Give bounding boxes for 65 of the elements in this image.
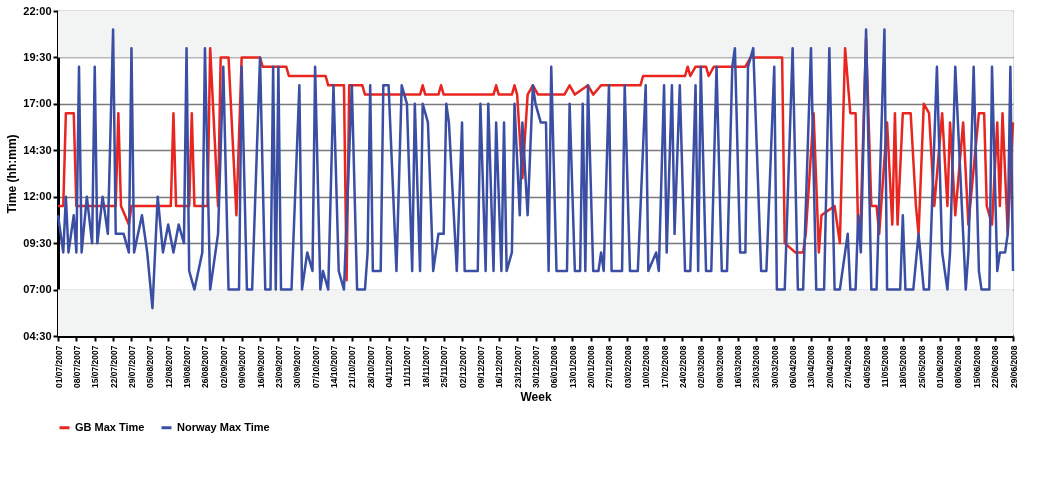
x-tick-label: 16/03/2008 [733,345,744,389]
y-tick-label: 17:00 [23,97,52,110]
y-tick-label: 07:00 [23,283,52,296]
x-tick-label: 02/12/2007 [457,345,468,389]
y-axis-title: Time (hh:mm) [5,134,20,214]
y-tick-label: 09:30 [23,236,52,249]
x-tick-label: 01/06/2008 [935,345,946,389]
x-tick-label: 04/05/2008 [861,345,872,389]
x-tick-label: 25/11/2007 [439,345,450,388]
x-tick-label: 08/07/2007 [71,345,82,389]
x-tick-label: 18/05/2008 [898,345,909,389]
x-tick-label: 02/09/2007 [218,345,229,389]
x-tick-label: 09/09/2007 [237,345,248,389]
x-tick-label: 05/08/2007 [145,345,156,389]
x-tick-label: 17/02/2008 [659,345,670,389]
x-tick-label: 09/12/2007 [475,345,486,389]
x-tick-label: 02/03/2008 [696,345,707,389]
x-tick-label: 03/02/2008 [622,345,633,389]
x-tick-label: 01/07/2007 [53,345,64,389]
x-tick-label: 28/10/2007 [365,345,376,389]
x-tick-label: 16/09/2007 [255,345,266,389]
x-tick-label: 22/06/2008 [990,345,1001,389]
x-tick-label: 20/01/2008 [586,345,597,389]
x-tick-label: 26/08/2007 [200,345,211,389]
x-tick-label: 09/03/2008 [714,345,725,389]
y-tick-label: 14:30 [23,143,52,156]
x-tick-label: 30/03/2008 [769,345,780,389]
x-tick-label: 10/02/2008 [641,345,652,389]
x-tick-label: 11/11/2007 [402,345,413,388]
x-tick-label: 14/10/2007 [328,345,339,389]
x-tick-label: 16/12/2007 [494,345,505,389]
x-tick-label: 06/01/2008 [549,345,560,389]
x-tick-label: 23/03/2008 [751,345,762,389]
x-tick-label: 27/01/2008 [604,345,615,389]
x-tick-label: 30/12/2007 [531,345,541,389]
x-tick-label: 23/12/2007 [512,345,523,389]
legend-label: Norway Max Time [177,420,270,433]
x-tick-label: 30/09/2007 [292,345,303,389]
x-tick-label: 15/07/2007 [90,345,101,389]
y-tick-label: 12:00 [23,190,52,203]
x-tick-label: 22/07/2007 [108,345,119,389]
x-tick-label: 12/08/2007 [163,345,174,389]
y-tick-label: 19:30 [23,50,52,63]
x-tick-label: 11/05/2008 [879,345,890,388]
x-tick-label: 06/04/2008 [788,345,799,389]
x-tick-label: 07/10/2007 [310,345,321,389]
x-tick-label: 29/07/2007 [126,345,137,389]
x-tick-label: 19/08/2007 [182,345,193,389]
x-tick-label: 13/04/2008 [806,345,817,389]
x-tick-label: 20/04/2008 [824,345,835,389]
x-tick-label: 27/04/2008 [843,345,854,389]
x-tick-label: 21/10/2007 [347,345,358,389]
x-tick-label: 15/06/2008 [971,345,982,389]
x-tick-label: 18/11/2007 [420,345,431,388]
x-tick-label: 04/11/2007 [384,345,395,388]
y-tick-label: 04:30 [23,329,52,342]
x-tick-label: 24/02/2008 [677,345,688,389]
x-tick-label: 13/01/2008 [567,345,578,389]
x-tick-label: 23/09/2007 [273,345,284,389]
legend-label: GB Max Time [75,420,145,433]
x-tick-label: 25/05/2008 [916,345,927,389]
x-axis-title: Week [520,390,552,405]
y-tick-label: 22:00 [23,4,52,17]
x-tick-label: 29/06/2008 [1008,345,1019,389]
x-tick-label: 08/06/2008 [953,345,964,389]
